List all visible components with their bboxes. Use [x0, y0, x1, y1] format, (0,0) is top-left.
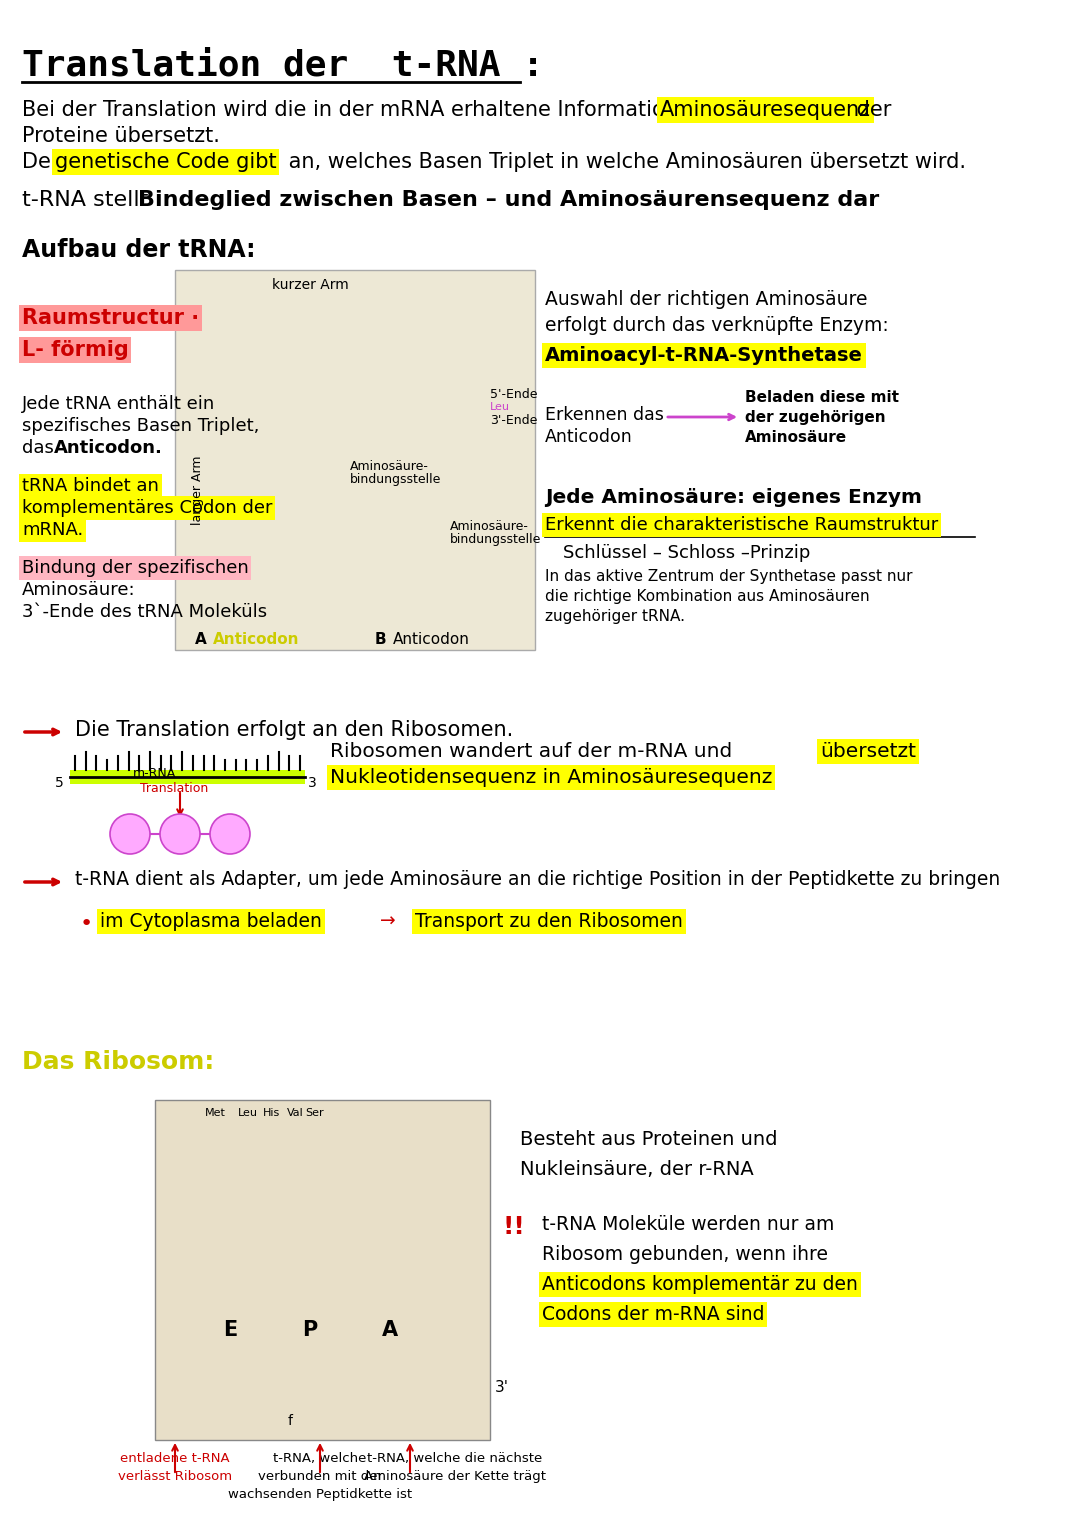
Text: Translation: Translation: [140, 782, 208, 796]
Text: 3`-Ende des tRNA Moleküls: 3`-Ende des tRNA Moleküls: [22, 603, 267, 621]
Text: verlässt Ribosom: verlässt Ribosom: [118, 1471, 232, 1483]
Text: Ribosom gebunden, wenn ihre: Ribosom gebunden, wenn ihre: [542, 1245, 828, 1264]
Text: tRNA bindet an: tRNA bindet an: [22, 476, 159, 495]
Text: t-RNA stellt: t-RNA stellt: [22, 189, 156, 211]
Bar: [175, 270, 535, 651]
Text: Die Translation erfolgt an den Ribosomen.: Die Translation erfolgt an den Ribosomen…: [75, 721, 513, 741]
Text: In das aktive Zentrum der Synthetase passt nur: In das aktive Zentrum der Synthetase pas…: [545, 570, 913, 583]
Text: Anticodons komplementär zu den: Anticodons komplementär zu den: [542, 1275, 858, 1293]
Text: Proteine übersetzt.: Proteine übersetzt.: [22, 127, 220, 147]
Text: zugehöriger tRNA.: zugehöriger tRNA.: [545, 609, 685, 625]
Text: Codons der m-RNA sind: Codons der m-RNA sind: [542, 1306, 765, 1324]
Text: Translation der  t-RNA :: Translation der t-RNA :: [22, 47, 544, 82]
Text: Ser: Ser: [171, 829, 189, 838]
Text: Besteht aus Proteinen und: Besteht aus Proteinen und: [519, 1130, 778, 1148]
Text: Der: Der: [22, 153, 66, 173]
Text: •: •: [80, 915, 93, 935]
Text: Aminosäure:: Aminosäure:: [22, 580, 136, 599]
Text: Ser: Ser: [121, 829, 139, 838]
Text: Ser: Ser: [306, 1109, 324, 1118]
Text: im Cytoplasma beladen: im Cytoplasma beladen: [100, 912, 322, 931]
Text: das: das: [22, 438, 59, 457]
Text: Raumstructur ·: Raumstructur ·: [22, 308, 199, 328]
Circle shape: [160, 814, 200, 854]
Text: Anticodon: Anticodon: [545, 428, 633, 446]
Text: Schlüssel – Schloss –Prinzip: Schlüssel – Schloss –Prinzip: [563, 544, 810, 562]
Text: Nukleinsäure, der r-RNA: Nukleinsäure, der r-RNA: [519, 1161, 754, 1179]
Text: Aminoacyl-t-RNA-Synthetase: Aminoacyl-t-RNA-Synthetase: [545, 347, 863, 365]
Text: Leu: Leu: [238, 1109, 258, 1118]
Text: 3: 3: [308, 776, 316, 789]
Text: Bindung der spezifischen: Bindung der spezifischen: [22, 559, 248, 577]
Text: A: A: [382, 1319, 399, 1341]
Text: E: E: [222, 1319, 238, 1341]
Text: übersetzt: übersetzt: [820, 742, 916, 760]
Text: spezifisches Basen Triplet,: spezifisches Basen Triplet,: [22, 417, 259, 435]
Bar: [70, 770, 305, 783]
Text: Aminosäuresequenz: Aminosäuresequenz: [660, 99, 870, 121]
Text: P: P: [302, 1319, 318, 1341]
Text: Leu: Leu: [490, 402, 510, 412]
Text: t-RNA Moleküle werden nur am: t-RNA Moleküle werden nur am: [542, 1215, 835, 1234]
Text: t-RNA, welche die nächste: t-RNA, welche die nächste: [367, 1452, 542, 1464]
Text: Nukleotidensequenz in Aminosäuresequenz: Nukleotidensequenz in Aminosäuresequenz: [330, 768, 772, 786]
Text: die richtige Kombination aus Aminosäuren: die richtige Kombination aus Aminosäuren: [545, 589, 869, 605]
Circle shape: [110, 814, 150, 854]
Circle shape: [210, 814, 249, 854]
Text: Met: Met: [204, 1109, 226, 1118]
Text: t-RNA dient als Adapter, um jede Aminosäure an die richtige Position in der Pept: t-RNA dient als Adapter, um jede Aminosä…: [75, 870, 1000, 889]
Text: 3'-Ende: 3'-Ende: [490, 414, 538, 428]
Text: komplementäres Codon der: komplementäres Codon der: [22, 499, 272, 518]
Text: der: der: [850, 99, 891, 121]
Text: Anticodon: Anticodon: [213, 632, 299, 647]
Text: Transport zu den Ribosomen: Transport zu den Ribosomen: [415, 912, 683, 931]
Text: Erkennen das: Erkennen das: [545, 406, 664, 425]
Text: Bei der Translation wird die in der mRNA erhaltene Information in die: Bei der Translation wird die in der mRNA…: [22, 99, 748, 121]
Text: langer Arm: langer Arm: [190, 455, 203, 525]
Text: A: A: [195, 632, 206, 647]
Text: Beladen diese mit: Beladen diese mit: [745, 389, 899, 405]
Text: Aminosäure der Kette trägt: Aminosäure der Kette trägt: [364, 1471, 546, 1483]
Text: wachsenden Peptidkette ist: wachsenden Peptidkette ist: [228, 1487, 413, 1501]
Text: L- förmig: L- förmig: [22, 341, 129, 360]
Text: Aminosäure-: Aminosäure-: [450, 521, 529, 533]
Text: t-RNA, welche: t-RNA, welche: [273, 1452, 367, 1464]
Text: B: B: [375, 632, 387, 647]
Text: Ribosomen wandert auf der m-RNA und: Ribosomen wandert auf der m-RNA und: [330, 742, 739, 760]
Text: Aufbau der tRNA:: Aufbau der tRNA:: [22, 238, 256, 263]
Text: !!: !!: [502, 1215, 525, 1238]
Text: His: His: [264, 1109, 281, 1118]
Text: Anticodon: Anticodon: [393, 632, 470, 647]
Text: Jede tRNA enthält ein: Jede tRNA enthält ein: [22, 395, 215, 412]
Text: Val: Val: [286, 1109, 303, 1118]
Text: an, welches Basen Triplet in welche Aminosäuren übersetzt wird.: an, welches Basen Triplet in welche Amin…: [282, 153, 966, 173]
Text: Aminosäure-: Aminosäure-: [350, 460, 429, 473]
Text: mRNA.: mRNA.: [22, 521, 83, 539]
Text: bindungsstelle: bindungsstelle: [450, 533, 541, 547]
Text: Erkennt die charakteristische Raumstruktur: Erkennt die charakteristische Raumstrukt…: [545, 516, 939, 534]
Text: 3': 3': [495, 1380, 509, 1396]
Text: entladene t-RNA: entladene t-RNA: [120, 1452, 230, 1464]
Text: verbunden mit der: verbunden mit der: [257, 1471, 382, 1483]
Text: kurzer Arm: kurzer Arm: [272, 278, 349, 292]
Text: →: →: [380, 912, 395, 931]
Text: Auswahl der richtigen Aminosäure: Auswahl der richtigen Aminosäure: [545, 290, 867, 308]
Text: der zugehörigen: der zugehörigen: [745, 411, 886, 425]
Text: Anticodon.: Anticodon.: [54, 438, 163, 457]
Text: Das Ribosom:: Das Ribosom:: [22, 1051, 214, 1073]
Text: f: f: [287, 1414, 293, 1428]
Text: Ty: Ty: [225, 829, 235, 838]
Text: bindungsstelle: bindungsstelle: [350, 473, 442, 486]
Text: Bindeglied zwischen Basen – und Aminosäurensequenz dar: Bindeglied zwischen Basen – und Aminosäu…: [138, 189, 879, 211]
Text: erfolgt durch das verknüpfte Enzym:: erfolgt durch das verknüpfte Enzym:: [545, 316, 889, 334]
Text: Aminosäure: Aminosäure: [745, 431, 847, 444]
Text: 5: 5: [55, 776, 64, 789]
Text: Jede Aminosäure: eigenes Enzym: Jede Aminosäure: eigenes Enzym: [545, 489, 922, 507]
Text: m-RNA: m-RNA: [133, 767, 177, 780]
Text: 5'-Ende: 5'-Ende: [490, 388, 538, 402]
Bar: [156, 1099, 490, 1440]
Text: genetische Code gibt: genetische Code gibt: [55, 153, 276, 173]
